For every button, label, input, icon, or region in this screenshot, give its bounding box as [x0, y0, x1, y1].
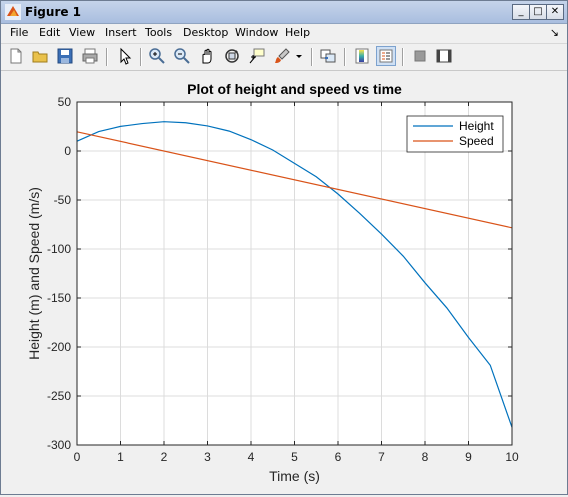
- x-tick-label: 1: [117, 450, 124, 464]
- save-icon[interactable]: [56, 47, 74, 65]
- axis-ticks: 0 1 2 3 4 5 6 7 8 9 10 50 0 -50 -100 -150 -200 -250 -300: [47, 95, 519, 464]
- x-tick-label: 6: [335, 450, 342, 464]
- rotate-3d-icon[interactable]: [223, 47, 241, 65]
- chart: 0 1 2 3 4 5 6 7 8 9 10 50 0 -50 -100 -150 -200 -250 -300 P…: [26, 81, 519, 484]
- open-file-icon[interactable]: [31, 47, 49, 65]
- toolbar-separator: [106, 48, 108, 66]
- y-tick-label: -250: [47, 389, 71, 403]
- x-tick-label: 2: [161, 450, 168, 464]
- hide-plot-tools-icon[interactable]: [411, 47, 429, 65]
- menu-bar: File Edit View Insert Tools Desktop Wind…: [1, 24, 567, 42]
- plot-lines: [76, 121, 513, 428]
- x-tick-label: 3: [204, 450, 211, 464]
- pan-icon[interactable]: [198, 47, 216, 65]
- x-tick-label: 5: [291, 450, 298, 464]
- link-plot-icon[interactable]: [319, 47, 337, 65]
- x-tick-label: 4: [248, 450, 255, 464]
- y-tick-label: -50: [54, 193, 72, 207]
- speed-series-line: [76, 131, 513, 229]
- show-plot-tools-icon[interactable]: [435, 47, 453, 65]
- legend[interactable]: Height Speed: [406, 115, 504, 153]
- x-axis-label: Time (s): [269, 468, 320, 484]
- menu-insert[interactable]: Insert: [105, 26, 137, 39]
- toolbar-separator: [344, 48, 346, 66]
- height-series-line: [76, 121, 513, 428]
- window-title: Figure 1: [25, 5, 82, 19]
- y-tick-label: -100: [47, 242, 71, 256]
- new-figure-icon[interactable]: [7, 47, 25, 65]
- close-button[interactable]: ✕: [546, 4, 564, 20]
- y-tick-label: -200: [47, 340, 71, 354]
- x-tick-label: 8: [422, 450, 429, 464]
- legend-speed-label: Speed: [459, 134, 494, 148]
- edit-plot-icon[interactable]: [116, 47, 134, 65]
- x-tick-label: 7: [378, 450, 385, 464]
- legend-box: [406, 115, 504, 153]
- y-tick-label: 0: [64, 144, 71, 158]
- x-tick-label: 9: [465, 450, 472, 464]
- minimize-button[interactable]: _: [512, 4, 530, 20]
- toolbar-separator: [311, 48, 313, 66]
- maximize-button[interactable]: □: [529, 4, 547, 20]
- zoom-in-icon[interactable]: [148, 47, 166, 65]
- y-tick-label: 50: [58, 95, 72, 109]
- x-tick-label: 0: [74, 450, 81, 464]
- menu-view[interactable]: View: [69, 26, 96, 39]
- colorbar-icon[interactable]: [353, 47, 371, 65]
- y-tick-label: -150: [47, 291, 71, 305]
- toolbar-separator: [402, 48, 404, 66]
- y-axis-label: Height (m) and Speed (m/s): [26, 187, 42, 360]
- x-tick-label: 10: [505, 450, 519, 464]
- menu-window[interactable]: Window: [235, 26, 279, 39]
- menu-tools[interactable]: Tools: [145, 26, 173, 39]
- menu-desktop[interactable]: Desktop: [183, 26, 229, 39]
- print-icon[interactable]: [81, 47, 99, 65]
- chart-title: Plot of height and speed vs time: [187, 81, 402, 97]
- menu-edit[interactable]: Edit: [39, 26, 61, 39]
- menu-help[interactable]: Help: [285, 26, 311, 39]
- data-cursor-icon[interactable]: [248, 47, 266, 65]
- toolbar-separator: [140, 48, 142, 66]
- matlab-logo-icon: [5, 4, 21, 20]
- brush-icon[interactable]: [273, 47, 291, 65]
- brush-dropdown-icon[interactable]: [293, 47, 305, 65]
- title-bar[interactable]: Figure 1 _ □ ✕: [1, 1, 567, 24]
- y-tick-label: -300: [47, 438, 71, 452]
- zoom-out-icon[interactable]: [173, 47, 191, 65]
- dock-arrow-icon[interactable]: ↘: [549, 26, 559, 39]
- figure-canvas: 0 1 2 3 4 5 6 7 8 9 10 50 0 -50 -100 -150 -200 -250 -300 P…: [3, 71, 565, 492]
- legend-height-label: Height: [459, 119, 494, 133]
- figure-toolbar: [1, 43, 567, 71]
- legend-icon[interactable]: [376, 46, 396, 66]
- menu-file[interactable]: File: [10, 26, 29, 39]
